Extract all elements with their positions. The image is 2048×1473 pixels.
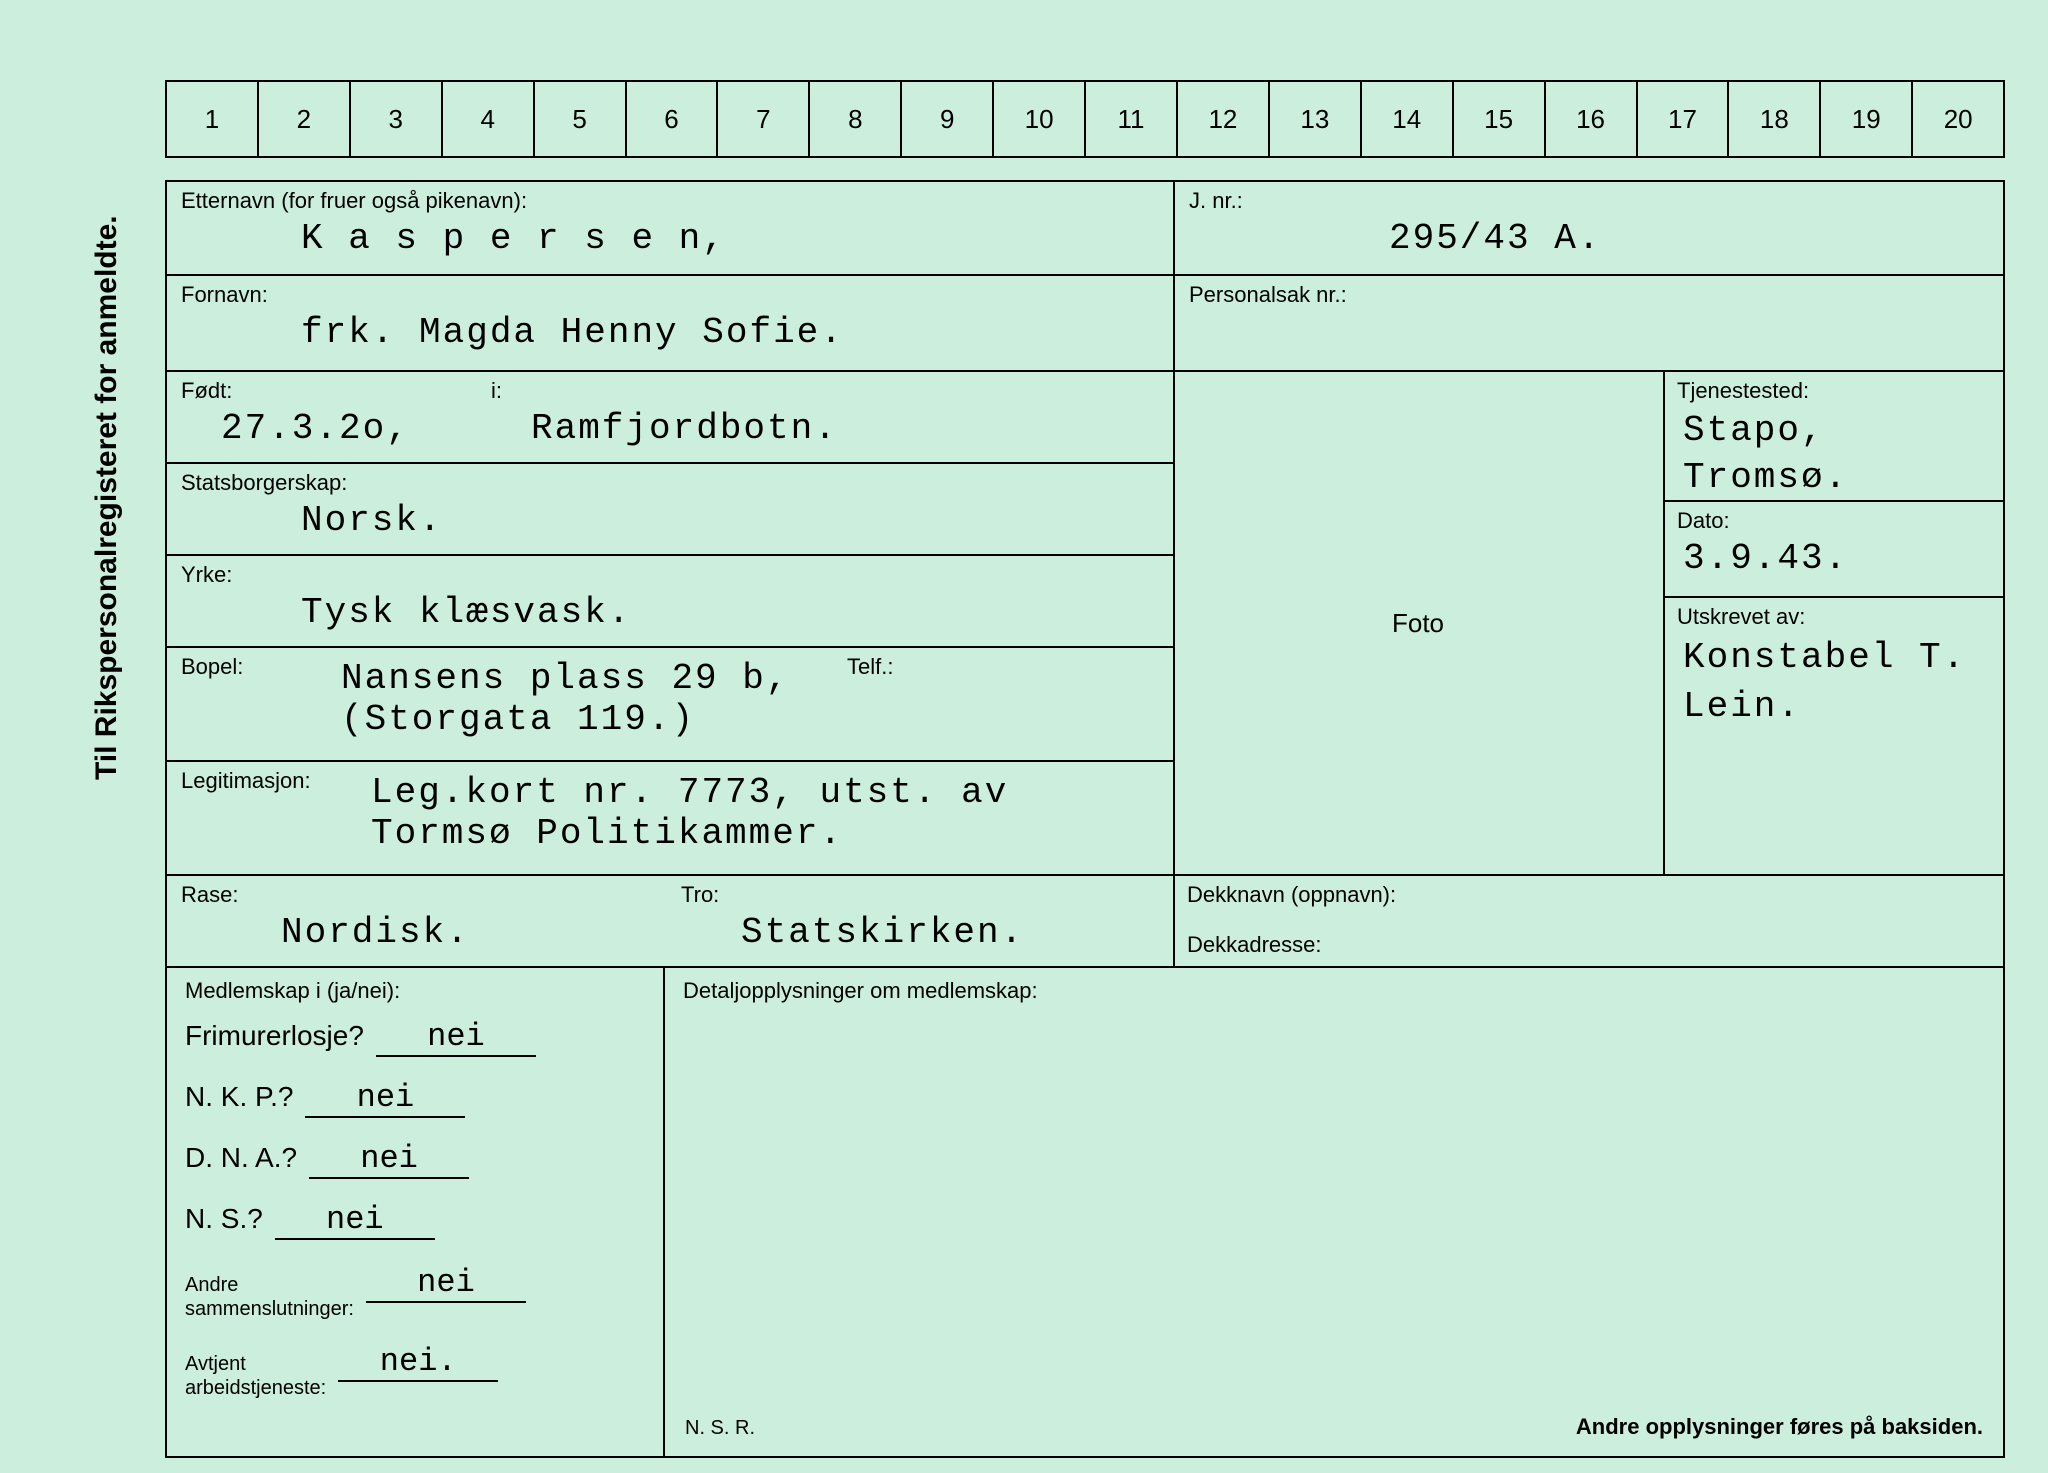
ruler-cell: 8 bbox=[810, 82, 902, 156]
mem-dna: D. N. A.? nei bbox=[185, 1140, 647, 1179]
label-nsr: N. S. R. bbox=[685, 1417, 755, 1440]
value-avtjent: nei. bbox=[338, 1343, 498, 1382]
label-legitimasjon: Legitimasjon: bbox=[181, 768, 311, 793]
form-grid: Etternavn (for fruer også pikenavn): K a… bbox=[165, 180, 2005, 372]
value-fodt: 27.3.2o, bbox=[181, 408, 491, 449]
field-legitimasjon: Legitimasjon: Leg.kort nr. 7773, utst. a… bbox=[165, 762, 1175, 876]
ruler-cell: 5 bbox=[535, 82, 627, 156]
label-fornavn: Fornavn: bbox=[181, 282, 1159, 308]
mem-andre: Andre sammenslutninger: nei bbox=[185, 1264, 647, 1321]
field-statsborgerskap: Statsborgerskap: Norsk. bbox=[165, 464, 1175, 556]
label-jnr: J. nr.: bbox=[1189, 188, 1989, 214]
ruler-cell: 18 bbox=[1729, 82, 1821, 156]
field-fornavn: Fornavn: frk. Magda Henny Sofie. bbox=[165, 276, 1175, 372]
label-medlemskap: Medlemskap i (ja/nei): bbox=[185, 978, 647, 1004]
label-telf: Telf.: bbox=[847, 654, 893, 680]
ruler-cell: 11 bbox=[1086, 82, 1178, 156]
label-detaljopplysninger: Detaljopplysninger om medlemskap: bbox=[683, 978, 1985, 1004]
value-andre-sammen: nei bbox=[366, 1264, 526, 1303]
ruler-cell: 16 bbox=[1546, 82, 1638, 156]
label-frimurer: Frimurerlosje? bbox=[185, 1020, 364, 1052]
ruler-cell: 17 bbox=[1638, 82, 1730, 156]
ruler-cell: 13 bbox=[1270, 82, 1362, 156]
value-rase: Nordisk. bbox=[181, 912, 681, 953]
label-i: i: bbox=[491, 378, 1159, 404]
membership-block: Medlemskap i (ja/nei): Frimurerlosje? ne… bbox=[165, 968, 665, 1458]
registration-card: Til Rikspersonalregisteret for anmeldte.… bbox=[60, 20, 1980, 1440]
value-dna: nei bbox=[309, 1140, 469, 1179]
label-rase: Rase: bbox=[181, 882, 681, 908]
field-jnr: J. nr.: 295/43 A. bbox=[1175, 180, 2005, 276]
value-statsborgerskap: Norsk. bbox=[181, 500, 1159, 541]
value-fornavn: frk. Magda Henny Sofie. bbox=[181, 312, 1159, 353]
ruler-cell: 12 bbox=[1178, 82, 1270, 156]
label-foto: Foto bbox=[1392, 608, 1444, 639]
value-yrke: Tysk klæsvask. bbox=[181, 592, 1159, 633]
label-utskrevet: Utskrevet av: bbox=[1677, 604, 1989, 630]
ruler-cell: 3 bbox=[351, 82, 443, 156]
value-tjenestested: Stapo, Tromsø. bbox=[1677, 408, 1989, 502]
value-legitimasjon-line1: Leg.kort nr. 7773, utst. av bbox=[371, 772, 1159, 813]
label-tjenestested: Tjenestested: bbox=[1677, 378, 1989, 404]
value-bopel-line2: (Storgata 119.) bbox=[341, 699, 1159, 740]
mem-frimurer: Frimurerlosje? nei bbox=[185, 1018, 647, 1057]
label-etternavn: Etternavn (for fruer også pikenavn): bbox=[181, 188, 1159, 214]
label-avtjent: Avtjent arbeidstjeneste: bbox=[185, 1352, 326, 1400]
field-dato: Dato: 3.9.43. bbox=[1663, 502, 2005, 598]
mem-nkp: N. K. P.? nei bbox=[185, 1079, 647, 1118]
label-personalsak: Personalsak nr.: bbox=[1189, 282, 1989, 308]
value-utskrevet: Konstabel T. Lein. bbox=[1677, 634, 1989, 731]
details-block: Detaljopplysninger om medlemskap: N. S. … bbox=[663, 968, 2005, 1458]
label-footnote: Andre opplysninger føres på baksiden. bbox=[1576, 1414, 1983, 1440]
field-yrke: Yrke: Tysk klæsvask. bbox=[165, 556, 1175, 648]
label-yrke: Yrke: bbox=[181, 562, 1159, 588]
value-ns: nei bbox=[275, 1201, 435, 1240]
ruler-cell: 4 bbox=[443, 82, 535, 156]
vertical-title: Til Rikspersonalregisteret for anmeldte. bbox=[90, 215, 124, 780]
mem-ns: N. S.? nei bbox=[185, 1201, 647, 1240]
value-dato: 3.9.43. bbox=[1677, 538, 1989, 579]
label-dekknavn: Dekknavn (oppnavn): bbox=[1187, 882, 1989, 908]
ruler-cell: 20 bbox=[1913, 82, 2003, 156]
ruler-cell: 9 bbox=[902, 82, 994, 156]
label-andre-sammen: Andre sammenslutninger: bbox=[185, 1273, 354, 1321]
ruler-cell: 6 bbox=[627, 82, 719, 156]
label-dato: Dato: bbox=[1677, 508, 1989, 534]
value-legitimasjon-line2: Tormsø Politikammer. bbox=[371, 813, 1159, 854]
label-dekkadresse: Dekkadresse: bbox=[1187, 932, 1989, 958]
column-ruler: 1 2 3 4 5 6 7 8 9 10 11 12 13 14 15 16 1… bbox=[165, 80, 2005, 158]
ruler-cell: 19 bbox=[1821, 82, 1913, 156]
field-dekk: Dekknavn (oppnavn): Dekkadresse: bbox=[1173, 876, 2005, 968]
field-tjenestested: Tjenestested: Stapo, Tromsø. bbox=[1663, 372, 2005, 502]
label-ns: N. S.? bbox=[185, 1203, 263, 1235]
value-frimurer: nei bbox=[376, 1018, 536, 1057]
ruler-cell: 7 bbox=[718, 82, 810, 156]
label-fodt: Født: bbox=[181, 378, 491, 404]
mem-avtjent: Avtjent arbeidstjeneste: nei. bbox=[185, 1343, 647, 1400]
value-tro: Statskirken. bbox=[681, 912, 1159, 953]
value-i: Ramfjordbotn. bbox=[491, 408, 1159, 449]
label-bopel: Bopel: bbox=[181, 654, 243, 679]
photo-box: Foto bbox=[1173, 372, 1665, 876]
ruler-cell: 10 bbox=[994, 82, 1086, 156]
field-personalsak: Personalsak nr.: bbox=[1175, 276, 2005, 372]
field-fodt-row: Født: 27.3.2o, i: Ramfjordbotn. bbox=[165, 372, 1175, 464]
field-rase-tro: Rase: Nordisk. Tro: Statskirken. bbox=[165, 876, 1175, 968]
field-bopel: Bopel: Telf.: Nansens plass 29 b, (Storg… bbox=[165, 648, 1175, 762]
value-jnr: 295/43 A. bbox=[1189, 218, 1989, 259]
label-dna: D. N. A.? bbox=[185, 1142, 297, 1174]
label-nkp: N. K. P.? bbox=[185, 1081, 293, 1113]
label-tro: Tro: bbox=[681, 882, 1159, 908]
field-utskrevet: Utskrevet av: Konstabel T. Lein. bbox=[1663, 598, 2005, 876]
value-etternavn: K a s p e r s e n, bbox=[181, 218, 1159, 259]
ruler-cell: 2 bbox=[259, 82, 351, 156]
ruler-cell: 1 bbox=[167, 82, 259, 156]
ruler-cell: 14 bbox=[1362, 82, 1454, 156]
field-etternavn: Etternavn (for fruer også pikenavn): K a… bbox=[165, 180, 1175, 276]
label-statsborgerskap: Statsborgerskap: bbox=[181, 470, 1159, 496]
ruler-cell: 15 bbox=[1454, 82, 1546, 156]
value-nkp: nei bbox=[305, 1079, 465, 1118]
value-bopel-line1: Nansens plass 29 b, bbox=[341, 658, 1159, 699]
